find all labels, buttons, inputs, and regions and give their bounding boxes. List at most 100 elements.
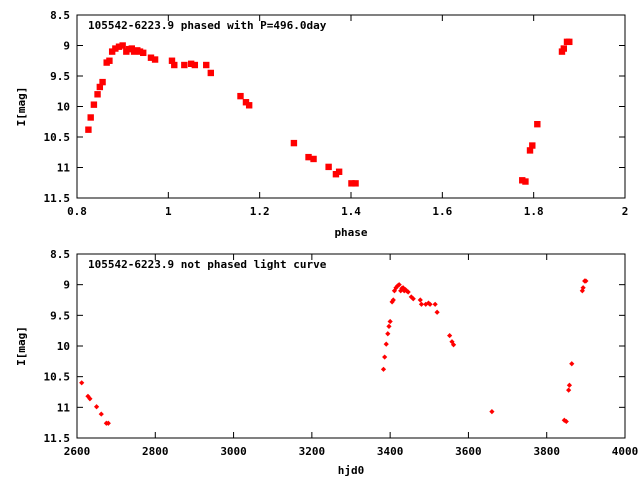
x-tick-label: 1.6 (432, 205, 452, 218)
data-point (566, 387, 572, 393)
x-tick-label: 1.4 (341, 205, 361, 218)
x-tick-label: 2600 (64, 445, 91, 458)
data-point (427, 301, 433, 307)
data-point (529, 142, 536, 149)
y-tick-label: 10.5 (44, 131, 71, 144)
x-tick-label: 4000 (612, 445, 639, 458)
data-point (112, 45, 119, 52)
data-point (382, 354, 388, 360)
x-tick-label: 1 (165, 205, 172, 218)
plot-title: 105542-6223.9 phased with P=496.0day (88, 19, 327, 32)
data-point (489, 409, 495, 415)
data-point (171, 61, 178, 69)
data-point (151, 56, 159, 63)
x-tick-label: 3600 (455, 445, 482, 458)
phased-light-curve-panel: 105542-6223.9 phased with P=496.0day pha… (15, 9, 628, 239)
data-point (450, 342, 457, 348)
data-point (432, 301, 438, 307)
data-point (245, 102, 253, 109)
data-point (566, 38, 573, 46)
data-point (383, 341, 389, 347)
data-point (96, 83, 104, 91)
x-tick-label: 2800 (142, 445, 169, 458)
data-point (534, 120, 541, 128)
data-point (237, 92, 244, 100)
data-point (418, 301, 425, 307)
data-point (522, 178, 529, 185)
data-point (105, 420, 111, 426)
data-point (394, 283, 401, 289)
x-tick-label: 3000 (220, 445, 247, 458)
y-tick-label: 10.5 (44, 371, 71, 384)
data-point (434, 309, 440, 315)
data-point (187, 60, 195, 67)
x-tick-label: 2 (622, 205, 629, 218)
data-point (385, 331, 391, 337)
data-point (305, 153, 312, 161)
data-point (352, 180, 359, 187)
y-tick-label: 11 (57, 162, 71, 175)
y-tick-label: 8.5 (50, 9, 70, 22)
data-point (94, 91, 101, 98)
data-point (566, 382, 573, 388)
data-point (563, 418, 569, 425)
x-axis-label: hjd0 (338, 464, 365, 477)
data-point (181, 61, 188, 69)
x-tick-label: 3200 (299, 445, 326, 458)
y-tick-label: 8.5 (50, 248, 70, 261)
y-tick-label: 11.5 (44, 432, 71, 445)
y-tick-label: 9 (63, 279, 70, 292)
data-point (561, 417, 567, 423)
data-point (580, 285, 586, 291)
data-point (526, 147, 534, 154)
y-tick-label: 11.5 (44, 192, 71, 205)
tick-group: 2600 2800 3000 3200 3400 3600 3800 4000 8.5 9 9.5 1… (44, 248, 639, 458)
data-points (85, 38, 573, 187)
data-point (386, 323, 392, 329)
data-point (119, 42, 126, 49)
data-point (348, 180, 355, 187)
data-point (106, 57, 113, 64)
tick-group: 0.8 1 1.2 1.4 1.6 1.8 2 8.5 9 9.5 10 10.5 11 11.5 (44, 9, 629, 218)
data-point (168, 57, 176, 64)
data-point (87, 396, 93, 402)
plot-frame (76, 14, 626, 199)
data-point (408, 294, 414, 300)
data-point (98, 411, 104, 417)
data-point (396, 282, 402, 288)
x-axis-label: phase (334, 226, 367, 239)
data-point (560, 45, 568, 52)
data-point (310, 155, 317, 163)
data-point (87, 114, 94, 121)
y-axis-label: I[mag] (15, 326, 28, 366)
y-tick-label: 10 (57, 101, 70, 114)
data-point (207, 69, 215, 77)
data-point (380, 366, 387, 372)
data-point (389, 299, 395, 305)
data-point (115, 43, 123, 50)
y-tick-label: 9.5 (50, 309, 70, 322)
y-tick-label: 9 (63, 40, 70, 53)
data-point (325, 163, 332, 171)
data-point (390, 297, 396, 303)
data-point (387, 318, 393, 325)
data-point (417, 297, 423, 303)
data-point (569, 361, 575, 367)
data-point (410, 296, 416, 302)
data-point (79, 380, 85, 386)
data-point (391, 288, 398, 294)
unphased-light-curve-panel: 105542-6223.9 not phased light curve hjd… (15, 248, 638, 477)
data-point (99, 78, 106, 86)
plot-frame (76, 253, 626, 439)
y-tick-label: 9.5 (50, 70, 70, 83)
y-tick-label: 11 (57, 401, 71, 414)
x-tick-label: 1.8 (524, 205, 544, 218)
data-point (583, 278, 589, 284)
data-point (405, 289, 411, 295)
y-tick-label: 10 (57, 340, 70, 353)
data-points (79, 278, 589, 426)
data-point (93, 404, 100, 410)
x-tick-label: 1.2 (250, 205, 270, 218)
x-tick-label: 0.8 (67, 205, 87, 218)
data-point (191, 61, 199, 69)
